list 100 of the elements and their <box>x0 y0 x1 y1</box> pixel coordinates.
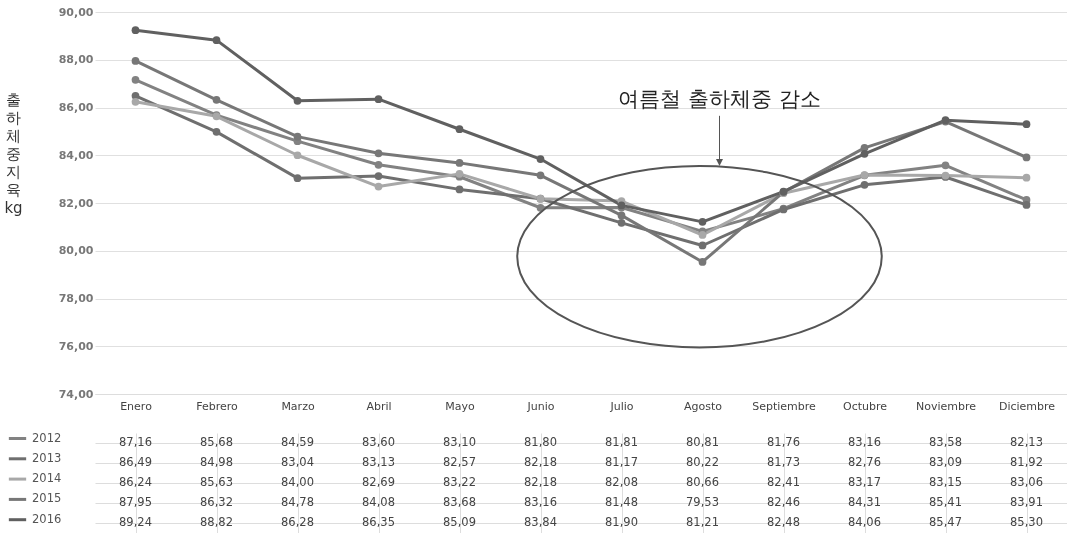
data-label: 84,06 <box>848 515 881 529</box>
data-label: 83,04 <box>281 455 314 469</box>
point <box>455 159 464 167</box>
x-tick-label: Febrero <box>196 399 239 413</box>
y-tick-label: 84,00 <box>58 148 94 162</box>
x-tick-label: Noviembre <box>915 399 977 413</box>
point <box>131 26 140 35</box>
data-label: 89,24 <box>119 515 152 529</box>
y-tick-label: 74,00 <box>58 387 94 401</box>
point <box>212 36 221 45</box>
x-tick-label: Septiembre <box>752 399 817 413</box>
data-label: 85,47 <box>929 515 962 529</box>
data-label: 81,76 <box>767 435 800 449</box>
point <box>131 75 140 84</box>
point <box>374 160 383 169</box>
data-label: 88,82 <box>200 515 233 529</box>
point <box>698 241 707 250</box>
point <box>860 180 869 189</box>
data-label: 84,78 <box>281 495 314 509</box>
point <box>698 218 707 226</box>
x-tick-label: Diciembre <box>998 399 1056 413</box>
x-tick-label: Octubre <box>842 399 888 413</box>
data-label: 82,13 <box>1010 435 1043 449</box>
data-label: 82,57 <box>443 455 476 469</box>
data-label: 83,58 <box>929 435 962 449</box>
legend-label: 2012 <box>32 430 62 445</box>
x-tick-label: Mayo <box>445 399 475 413</box>
data-label: 81,81 <box>605 435 638 449</box>
data-label: 81,92 <box>1010 455 1043 469</box>
data-label: 83,16 <box>524 495 557 509</box>
y-tick-label: 76,00 <box>58 339 94 353</box>
annotation: 여름철 출하체중 감소 <box>618 87 821 112</box>
data-label: 80,22 <box>686 455 719 469</box>
data-label: 80,81 <box>686 435 719 449</box>
data-label: 81,21 <box>686 515 719 529</box>
data-label: 84,08 <box>362 495 395 509</box>
point <box>455 185 464 194</box>
data-label: 83,22 <box>443 475 476 489</box>
point <box>374 172 383 180</box>
point <box>698 258 707 266</box>
data-label: 85,30 <box>1010 515 1043 529</box>
point <box>293 174 302 183</box>
point <box>1022 201 1031 209</box>
x-tick-label: Marzo <box>281 399 315 413</box>
data-label: 84,98 <box>200 455 233 469</box>
point <box>374 182 383 191</box>
x-tick-label: Abril <box>366 399 392 413</box>
legend-label: 2014 <box>32 471 62 486</box>
point <box>374 95 383 104</box>
x-tick-label: Junio <box>526 399 555 413</box>
legend-label: 2016 <box>32 511 62 526</box>
data-label: 81,90 <box>605 515 638 529</box>
data-label: 86,32 <box>200 495 233 509</box>
point <box>860 149 869 158</box>
data-label: 79,53 <box>686 495 719 509</box>
data-label: 82,18 <box>524 455 557 469</box>
data-label: 82,46 <box>767 495 800 509</box>
point <box>455 125 464 134</box>
data-label: 83,10 <box>443 435 476 449</box>
y-tick-label: 88,00 <box>58 53 94 67</box>
data-label: 83,06 <box>1010 475 1043 489</box>
y-tick-label: 80,00 <box>58 244 94 258</box>
data-label: 81,80 <box>524 435 557 449</box>
data-label: 82,48 <box>767 515 800 529</box>
x-tick-label: Enero <box>120 399 153 413</box>
point <box>293 151 302 160</box>
point <box>212 95 221 104</box>
point <box>536 171 545 180</box>
point <box>698 231 707 239</box>
legend-label: 2013 <box>32 450 62 465</box>
data-label: 82,18 <box>524 475 557 489</box>
data-label: 82,76 <box>848 455 881 469</box>
point <box>941 161 950 170</box>
data-label: 81,17 <box>605 455 638 469</box>
x-tick-label: Agosto <box>683 399 723 413</box>
data-label: 81,48 <box>605 495 638 509</box>
point <box>1022 153 1031 162</box>
point <box>1022 173 1031 182</box>
data-label: 81,73 <box>767 455 800 469</box>
data-label: 87,16 <box>119 435 152 449</box>
data-label: 85,68 <box>200 435 233 449</box>
data-label: 83,15 <box>929 475 962 489</box>
data-label: 86,49 <box>119 455 152 469</box>
data-label: 85,09 <box>443 515 476 529</box>
data-label: 86,24 <box>119 475 152 489</box>
point <box>536 155 545 163</box>
data-label: 83,13 <box>362 455 395 469</box>
data-label: 86,35 <box>362 515 395 529</box>
y-tick-label: 82,00 <box>58 196 94 210</box>
data-label: 84,59 <box>281 435 314 449</box>
data-label: 82,69 <box>362 475 395 489</box>
point <box>212 127 221 136</box>
point <box>131 57 140 65</box>
data-label: 87,95 <box>119 495 152 509</box>
y-tick-label: 90,00 <box>58 5 94 19</box>
data-label: 85,63 <box>200 475 233 489</box>
point <box>293 96 302 105</box>
data-label: 83,17 <box>848 475 881 489</box>
data-label: 85,41 <box>929 495 962 509</box>
point <box>131 97 140 106</box>
